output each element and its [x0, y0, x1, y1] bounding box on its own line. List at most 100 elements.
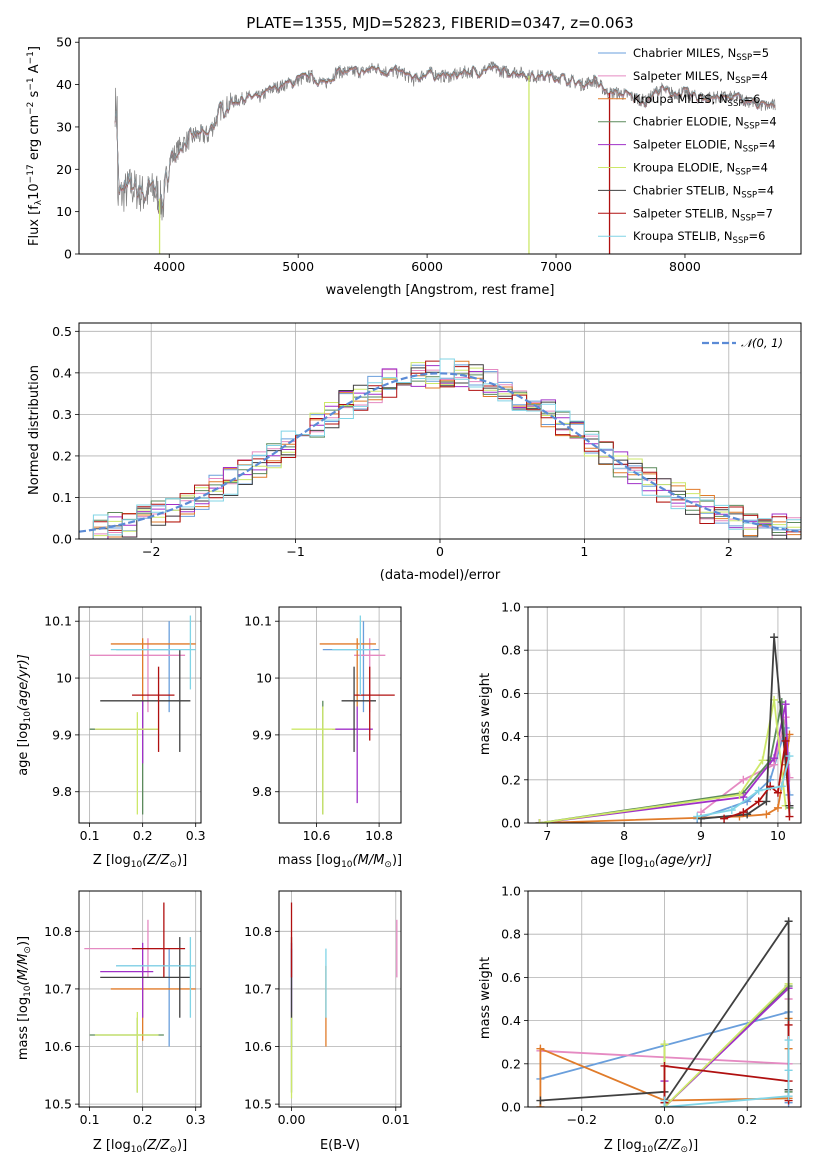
age-z-xlabel: Z [log10(Z/Z⊙)]: [93, 853, 187, 870]
y-tick-label: 0.0: [501, 1100, 521, 1115]
legend-sub: SSP: [741, 190, 757, 200]
legend-label-8: Kroupa STELIB, NSSP=6: [633, 229, 765, 246]
mass-weight-marker: [781, 736, 790, 745]
y-tick-label: 10.6: [44, 1039, 72, 1054]
y-tick-label: 0.8: [501, 643, 521, 658]
residual-plot-area: −2 −1 0 1 2 0.0 0.1 0.2 0.3 0.4 0.5: [52, 322, 802, 559]
mass-weight-marker: [693, 812, 702, 821]
legend-label-7: Salpeter STELIB, NSSP=7: [633, 206, 773, 223]
weight-age-xlabel: age [log10(age/yr)]: [590, 853, 712, 870]
y-tick-label: 10.7: [44, 981, 72, 996]
legend-sub: SSP: [743, 145, 759, 155]
plot-content: [114, 60, 776, 254]
axes-frame: [527, 890, 802, 1108]
mass-weight-marker: [784, 917, 793, 926]
x-tick-label: 10.8: [365, 828, 393, 843]
y-tick-label: 0.0: [501, 816, 521, 831]
y-tick-label: 0.5: [52, 324, 72, 339]
x-tick-label: 0.2: [737, 1112, 757, 1127]
mass-weight-marker: [739, 775, 748, 784]
mass-weight-marker: [754, 797, 763, 806]
y-tick-label: 9.9: [52, 727, 72, 742]
y-tick-label: 9.8: [252, 784, 272, 799]
normal-distribution-curve: [79, 372, 801, 533]
legend-sub: SSP: [740, 213, 756, 223]
mass-weight-marker: [536, 1096, 545, 1105]
plot-content: [535, 633, 794, 823]
legend-sub: SSP: [733, 236, 749, 246]
legend-label-6: Chabrier STELIB, NSSP=4: [633, 183, 774, 200]
mass-z-ylabel: mass [log10(M/M⊙)]: [16, 936, 33, 1060]
spectrum-legend: Chabrier MILES, NSSP=5 Salpeter MILES, N S…: [598, 46, 777, 246]
legend-text: Kroupa STELIB, N: [633, 229, 733, 243]
spectrum-ylabel: Flux [fλ10−17 erg cm−2 s−1 A−1]: [26, 46, 44, 246]
y-tick-label: 10: [56, 671, 72, 686]
x-tick-label: −1: [286, 544, 304, 559]
mass-weight-marker: [758, 756, 767, 765]
x-tick-label: 0.1: [80, 1112, 100, 1127]
x-tick-label: 0.2: [133, 1112, 153, 1127]
residual-ylabel: Normed distribution: [27, 365, 42, 495]
x-tick-label: 10: [770, 828, 786, 843]
axes-frame: [78, 890, 202, 1108]
y-tick-label: 10.8: [244, 924, 272, 939]
legend-text: Kroupa ELODIE, N: [633, 161, 735, 175]
mass-weight-marker: [754, 786, 763, 795]
x-tick-label: 0.1: [80, 828, 100, 843]
y-tick-label: 0.2: [501, 1056, 521, 1071]
legend-text: Chabrier MILES, N: [633, 46, 736, 60]
x-tick-label: 8000: [669, 259, 701, 274]
mass-weight-marker: [535, 819, 544, 823]
y-tick-label: 30: [56, 119, 72, 134]
mass-weight-marker: [660, 1061, 669, 1070]
mass-weight-marker: [777, 782, 786, 791]
y-tick-label: 9.8: [52, 784, 72, 799]
plot-content: [84, 902, 196, 1093]
y-tick-label: 10.7: [244, 981, 272, 996]
plot-content: [290, 902, 398, 1099]
age-z-ylabel: age [log10(age/yr)]: [16, 654, 33, 776]
weight-vs-age-panel: 7 8 9 10 0.0 0.2 0.4 0.6 0.8 1.0 age [log10(age/y…: [478, 600, 802, 870]
mass-weight-marker: [785, 812, 794, 821]
y-tick-label: 10.1: [44, 614, 72, 629]
y-tick-label: 10.8: [44, 924, 72, 939]
legend-text: Salpeter STELIB, N: [633, 206, 740, 220]
weight-vs-metallicity-panel: −0.2 0.0 0.2 0.0 0.2 0.4 0.6 0.8 1.0 Z [log10(Z/…: [478, 884, 802, 1155]
residual-legend: 𝒩(0, 1): [702, 336, 783, 350]
mass-vs-metallicity-panel: 0.1 0.2 0.3 10.5 10.6 10.7 10.8 Z [log10(Z/Z⊙)…: [16, 890, 206, 1155]
weight-age-ylabel: mass weight: [478, 673, 493, 755]
legend-label-0: Chabrier MILES, NSSP=5: [633, 46, 769, 63]
mass-weight-marker: [720, 814, 729, 823]
mass-z-xlabel: Z [log10(Z/Z⊙)]: [93, 1138, 187, 1155]
mass-weight-marker: [781, 700, 790, 709]
legend-tail: =6: [743, 92, 760, 106]
weight-z-ylabel: mass weight: [478, 957, 493, 1039]
weight-vs-age-plot-area: 7 8 9 10 0.0 0.2 0.4 0.6 0.8 1.0: [501, 600, 802, 843]
mass-weight-marker: [785, 752, 794, 761]
legend-text: Kroupa MILES, N: [633, 92, 728, 106]
y-tick-label: 0.2: [52, 448, 72, 463]
y-tick-label: 0.4: [501, 1013, 521, 1028]
mass-vs-ebv-plot-area: 0.00 0.01 10.5 10.6 10.7 10.8: [244, 890, 410, 1127]
x-tick-label: 7: [543, 828, 551, 843]
x-tick-label: 10.6: [303, 828, 331, 843]
x-tick-label: 9: [697, 828, 705, 843]
legend-sub: SSP: [744, 122, 760, 132]
mass-ebv-xlabel: E(B-V): [320, 1138, 360, 1153]
mass-weight-marker: [762, 797, 771, 806]
y-tick-label: 0.6: [501, 686, 521, 701]
x-tick-label: 8: [620, 828, 628, 843]
x-tick-label: 1: [580, 544, 588, 559]
mass-weight-marker: [536, 1044, 545, 1053]
mass-weight-marker: [660, 1103, 669, 1107]
y-tick-label: 10: [256, 671, 272, 686]
mass-weight-marker: [735, 790, 744, 799]
y-tick-label: 20: [56, 162, 72, 177]
mass-weight-marker: [739, 808, 748, 817]
model-spectrum-line: [114, 62, 776, 211]
residual-histogram-panel: −2 −1 0 1 2 0.0 0.1 0.2 0.3 0.4 0.5 (data-model)/e…: [27, 322, 802, 583]
age-vs-mass-panel: 10.6 10.8 9.8 9.9 10 10.1 mass [log10(M/M⊙)]: [244, 606, 402, 870]
x-tick-label: 6000: [411, 259, 443, 274]
mass-weight-marker: [773, 803, 782, 812]
legend-text: Salpeter MILES, N: [633, 69, 735, 83]
